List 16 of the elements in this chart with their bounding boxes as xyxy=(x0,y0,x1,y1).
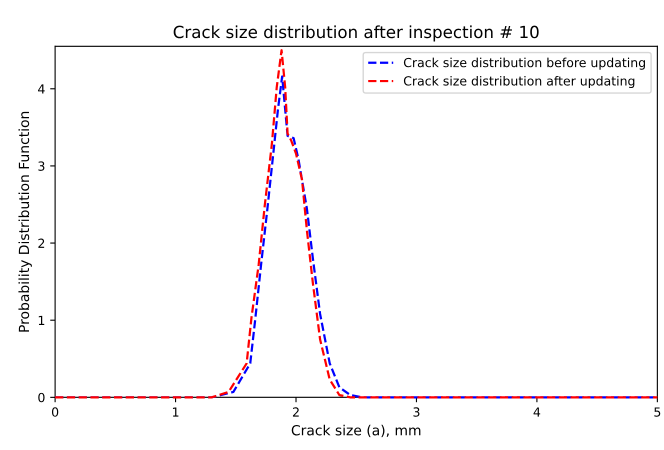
x-axis-title: Crack size (a), mm xyxy=(292,424,420,438)
y-tick-label: 1 xyxy=(38,316,44,325)
y-tick-label: 4 xyxy=(38,84,45,94)
chart-title: Crack size distribution after inspection # 10 xyxy=(174,25,539,42)
x-tick-label: 1 xyxy=(172,407,178,417)
x-tick-label: 5 xyxy=(654,407,660,417)
y-tick-label: 3 xyxy=(38,161,44,171)
legend-label: Crack size distribution before updating xyxy=(404,58,645,70)
legend-label: Crack size distribution after updating xyxy=(404,76,634,88)
y-tick-label: 2 xyxy=(38,238,44,248)
y-tick-label: 0 xyxy=(38,392,45,402)
x-tick-label: 2 xyxy=(292,407,299,417)
x-tick-label: 0 xyxy=(52,407,58,417)
x-tick-label: 3 xyxy=(413,407,420,417)
y-axis-title: Probability Distribution Function xyxy=(18,112,32,332)
x-tick-label: 4 xyxy=(534,407,540,417)
